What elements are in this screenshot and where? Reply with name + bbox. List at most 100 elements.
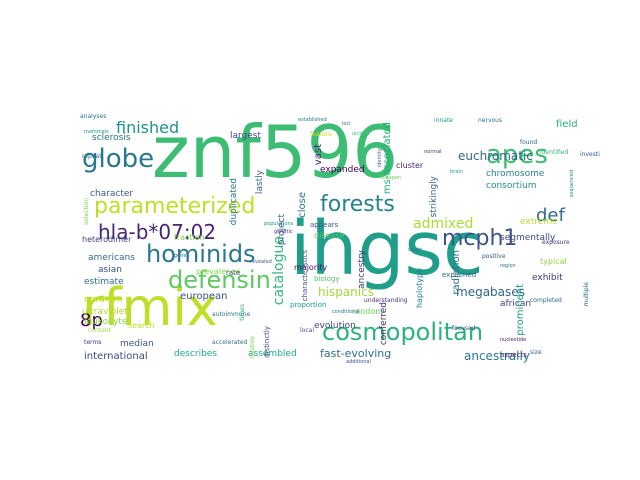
word-56: estimate (84, 277, 124, 287)
word-42: vast (313, 144, 324, 166)
word-91: feature (310, 131, 332, 138)
word-78: aspects (500, 351, 527, 359)
word-48: european (180, 291, 228, 302)
word-60: search (128, 321, 155, 330)
word-95: populations (264, 221, 294, 227)
word-90: mammals (84, 129, 109, 135)
word-25: median (120, 339, 154, 349)
word-34: prominent (515, 284, 526, 336)
word-12: admixed (413, 216, 474, 232)
word-9: apes (486, 140, 548, 170)
word-33: ancestry (357, 250, 367, 289)
word-63: rate (226, 269, 241, 277)
word-88: selection (83, 198, 90, 225)
word-82: size (530, 349, 542, 356)
word-73: biology (314, 275, 340, 283)
word-105: brain (450, 169, 463, 175)
word-58: northern (84, 295, 123, 305)
word-106: genes (174, 253, 190, 259)
word-113: collagen (380, 175, 402, 181)
word-65: haplotype (415, 268, 424, 309)
word-29: segmentally (500, 233, 556, 243)
word-8: globe (82, 144, 155, 174)
word-2: rfmix (82, 278, 218, 338)
word-111: found (520, 139, 538, 146)
word-37: typical (540, 257, 567, 266)
word-69: appears (310, 221, 339, 229)
word-64: disease (314, 231, 345, 240)
word-19: hispanics (318, 285, 374, 299)
word-13: def (536, 205, 565, 226)
word-36: exhibit (532, 273, 563, 283)
word-49: prevalence (196, 267, 241, 276)
word-22: international (84, 351, 148, 362)
word-28: consortium (486, 181, 537, 191)
word-59: ultraviolet (82, 307, 128, 317)
word-30: african (500, 299, 532, 309)
word-108: unique (352, 131, 370, 137)
word-43: close (297, 192, 308, 218)
word-39: extreme (520, 217, 558, 227)
word-4: cosmopolitan (322, 318, 484, 346)
word-85: local (300, 327, 314, 334)
word-54: character (90, 189, 134, 199)
word-70: distinctly (263, 326, 271, 358)
word-84: times (239, 304, 246, 321)
word-114: analyses (80, 114, 107, 120)
word-94: additional (346, 359, 371, 365)
word-1: ihgsc (290, 206, 484, 292)
word-109: conditional (332, 309, 360, 315)
word-92: established (298, 117, 327, 123)
word-11: hla-b*07:02 (98, 220, 217, 244)
word-86: content (88, 327, 111, 334)
word-55: sclerosis (92, 133, 131, 143)
word-46: largest (230, 131, 262, 141)
word-79: focused (452, 325, 476, 332)
word-75: innate (434, 117, 453, 124)
word-110: normal (424, 149, 442, 155)
word-0: znf596 (152, 114, 399, 194)
word-15: 8p (80, 310, 103, 331)
word-80: positive (482, 253, 506, 260)
word-24: assembled (248, 349, 297, 359)
word-89: repeat (82, 153, 102, 160)
word-93: loci (342, 121, 351, 127)
word-26: evolution (314, 321, 356, 331)
word-52: americans (88, 253, 135, 263)
word-51: heterodimer (82, 235, 132, 244)
word-101: investigate (580, 151, 600, 158)
word-87: terms (84, 339, 102, 346)
word-23: describes (174, 349, 218, 359)
word-57: leukocyte (84, 317, 128, 327)
word-98: exposure (542, 239, 570, 246)
word-38: field (556, 119, 578, 130)
word-10: mcph1 (442, 226, 518, 251)
word-6: hominids (146, 240, 256, 268)
word-62: autoimmune (212, 311, 251, 318)
word-61: accelerated (212, 339, 248, 346)
word-104: region (500, 263, 516, 269)
word-16: catalogue (271, 236, 287, 306)
word-cloud: znf596 ihgsc rfmix parameterized cosmopolita… (80, 114, 600, 369)
word-76: nervous (478, 117, 503, 124)
word-27: chromosome (486, 169, 545, 179)
word-72: characteristics (301, 250, 309, 302)
word-20: ancestrally (464, 349, 530, 363)
word-71: proportion (290, 301, 327, 309)
word-107: revealed (250, 259, 272, 265)
word-41: expanded (320, 165, 365, 175)
word-40: ms-associated (382, 122, 393, 195)
word-99: multiple (583, 282, 590, 307)
word-97: identity (377, 148, 383, 168)
word-81: completed (530, 297, 562, 304)
word-50: fraction (174, 233, 205, 242)
word-7: defensin (168, 266, 271, 294)
word-53: asian (98, 265, 122, 275)
word-96: genetic (274, 229, 293, 235)
word-83: relative (249, 336, 256, 359)
word-77: explained (442, 271, 477, 279)
word-3: parameterized (94, 194, 256, 219)
word-14: finished (116, 118, 180, 137)
word-21: fast-evolving (320, 347, 392, 360)
word-17: megabases (456, 285, 525, 299)
